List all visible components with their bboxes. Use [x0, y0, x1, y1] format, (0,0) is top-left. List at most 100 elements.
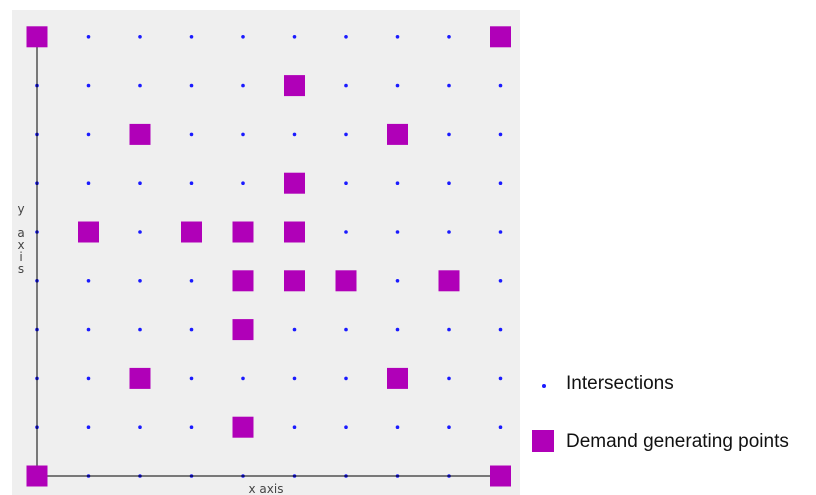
intersection-dot [292, 132, 297, 137]
demand-point [490, 465, 511, 487]
intersection-dot [189, 327, 194, 332]
intersection-dot [241, 376, 245, 381]
intersection-dot [344, 230, 348, 234]
intersection-dot [447, 425, 451, 430]
intersection-dot [86, 83, 91, 88]
demand-points-layer [26, 26, 511, 487]
demand-square-icon [532, 430, 554, 452]
demand-point [284, 75, 305, 97]
demand-point [232, 221, 254, 243]
intersection-dot [241, 181, 245, 185]
intersection-dot [86, 327, 91, 332]
intersection-dot [86, 279, 91, 283]
demand-point [78, 221, 99, 243]
intersection-dot [189, 181, 194, 185]
intersection-dot [498, 425, 503, 430]
intersection-dot [344, 132, 348, 137]
intersection-dot [447, 83, 451, 88]
intersection-dot [498, 376, 503, 381]
intersection-dot [86, 132, 91, 137]
intersection-dot [498, 327, 503, 332]
intersection-dot [344, 327, 348, 332]
intersection-dot [138, 279, 142, 283]
intersection-dot [344, 83, 348, 88]
intersection-dot [86, 181, 91, 185]
intersection-dot [241, 83, 245, 88]
intersection-dot [189, 35, 194, 39]
y-axis-label-char: i [19, 250, 22, 264]
intersection-dot [498, 230, 503, 234]
intersection-dot [241, 35, 245, 39]
legend-label-intersections: Intersections [566, 373, 674, 394]
intersection-dot [86, 425, 91, 430]
legend-item-intersections: Intersections [528, 372, 674, 395]
intersection-dot [447, 376, 451, 381]
intersection-dot [344, 35, 348, 39]
demand-point [129, 367, 151, 389]
demand-point [26, 465, 48, 487]
demand-point [232, 319, 254, 341]
demand-point [232, 270, 254, 292]
intersection-dot [395, 425, 400, 430]
demand-point [284, 172, 305, 194]
intersection-dot [292, 425, 297, 430]
intersection-dot [241, 132, 245, 137]
demand-point [284, 221, 305, 243]
intersection-dot [189, 425, 194, 430]
intersection-dot [344, 181, 348, 185]
demand-point [387, 123, 408, 145]
y-axis-label-char: y [17, 202, 24, 216]
intersection-dot [292, 35, 297, 39]
intersection-dot [138, 83, 142, 88]
demand-point [284, 270, 305, 292]
intersection-dot [395, 230, 400, 234]
intersection-dot [447, 230, 451, 234]
intersection-dot [395, 83, 400, 88]
demand-point [335, 270, 357, 292]
intersection-dot [86, 35, 91, 39]
intersection-dot [395, 327, 400, 332]
intersection-dot [292, 327, 297, 332]
intersection-dot-icon [542, 384, 546, 388]
intersection-dot [344, 376, 348, 381]
demand-point [387, 367, 408, 389]
x-axis-label: x axis [249, 482, 284, 495]
y-axis-label-char: a [17, 226, 24, 240]
intersections-layer [35, 35, 503, 478]
intersection-dot [86, 376, 91, 381]
intersection-dot [498, 279, 503, 283]
intersection-dot [447, 181, 451, 185]
axes [36, 35, 496, 477]
intersection-dot [395, 279, 400, 283]
intersection-dot [138, 230, 142, 234]
demand-point [490, 26, 511, 48]
legend-item-demand: Demand generating points [528, 430, 796, 476]
intersection-dot [498, 132, 503, 137]
intersection-dot [395, 35, 400, 39]
demand-point [438, 270, 460, 292]
demand-point [232, 416, 254, 438]
intersection-dot [447, 132, 451, 137]
demand-point [129, 123, 151, 145]
intersection-dot [447, 35, 451, 39]
intersection-dot [395, 181, 400, 185]
intersection-dot [189, 279, 194, 283]
intersection-dot [189, 83, 194, 88]
y-axis-label-char: x [17, 238, 24, 252]
demand-point [26, 26, 48, 48]
y-axis-label-char: s [18, 262, 24, 276]
intersection-dot [292, 376, 297, 381]
intersection-dot [447, 327, 451, 332]
intersection-dot [189, 132, 194, 137]
demand-point [181, 221, 202, 243]
intersection-dot [344, 425, 348, 430]
intersection-dot [498, 83, 503, 88]
intersection-dot [138, 35, 142, 39]
intersection-dot [189, 376, 194, 381]
intersection-dot [138, 181, 142, 185]
legend-label-demand: Demand generating points [566, 431, 789, 452]
